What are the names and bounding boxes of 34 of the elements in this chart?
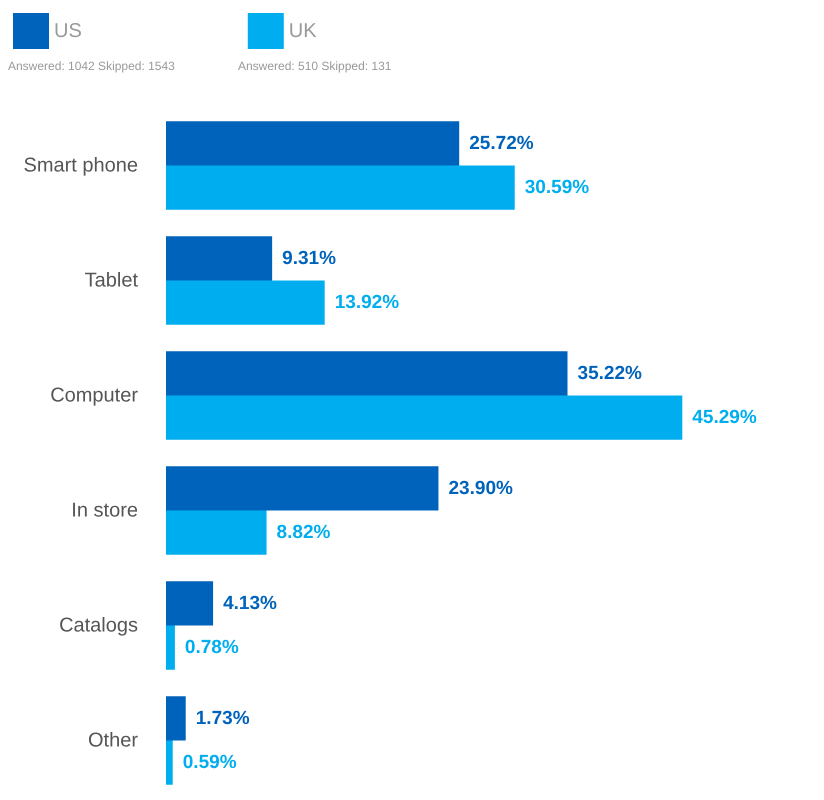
y-tick-label: Tablet	[84, 270, 138, 292]
data-label: 35.22%	[578, 362, 642, 384]
legend-label: UK	[288, 20, 318, 42]
y-tick-label: Smart phone	[23, 154, 138, 176]
bar	[166, 236, 272, 280]
y-tick-label: Other	[88, 730, 138, 752]
y-tick-label: Catalogs	[59, 614, 138, 636]
bar	[166, 696, 186, 740]
text: Answered: 510 Skipped: 131	[238, 59, 392, 73]
bar	[166, 626, 175, 670]
data-label: 8.82%	[276, 522, 331, 544]
data-label: 45.29%	[692, 407, 757, 428]
bar	[166, 121, 460, 166]
y-tick-label: Computer	[50, 384, 138, 406]
bar	[166, 510, 267, 555]
bar	[166, 280, 325, 325]
data-label: 23.90%	[448, 478, 514, 499]
data-label: 25.72%	[469, 132, 534, 154]
text: Answered: 1042 Skipped: 1543	[8, 59, 176, 73]
bar	[166, 466, 438, 510]
bar	[166, 740, 173, 785]
data-label: 13.92%	[334, 292, 400, 314]
data-label: 1.73%	[196, 708, 250, 729]
data-label: 30.59%	[524, 177, 590, 198]
data-label: 0.78%	[184, 637, 239, 658]
y-tick-label: In store	[71, 500, 138, 522]
bar	[166, 166, 515, 210]
bar	[166, 581, 214, 626]
legend-label: US	[54, 20, 82, 42]
bar	[166, 396, 682, 440]
bar	[166, 351, 568, 396]
data-label: 9.31%	[282, 248, 336, 269]
data-label: 4.13%	[223, 592, 278, 614]
data-label: 0.59%	[182, 752, 237, 774]
